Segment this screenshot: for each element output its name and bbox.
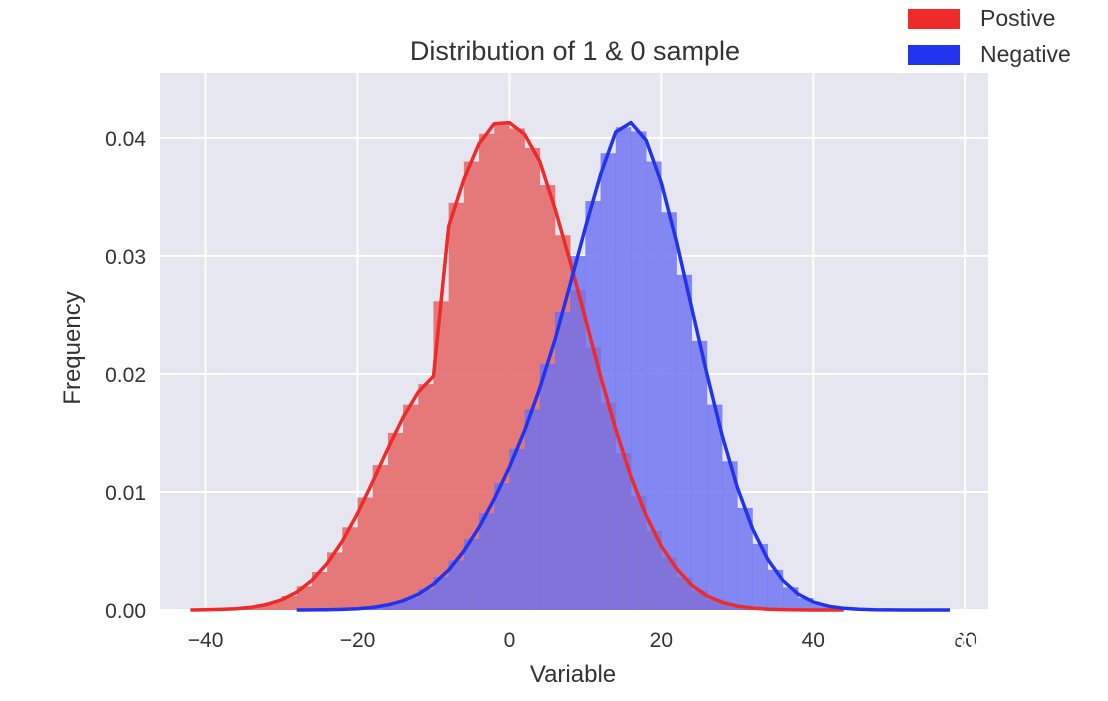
legend-label-positive: Postive <box>980 5 1055 31</box>
histogram-bar <box>677 275 692 610</box>
histogram-bar <box>525 409 540 610</box>
histogram-bar <box>707 405 722 610</box>
histogram-bar <box>449 203 464 610</box>
y-tick-labels: 0.00 0.01 0.02 0.03 0.04 <box>105 128 146 623</box>
histogram-bar <box>585 201 600 610</box>
histogram-bar <box>403 405 418 610</box>
histogram-bar <box>358 498 373 610</box>
chart-title: Distribution of 1 & 0 sample <box>410 36 740 66</box>
histogram-bar <box>692 341 707 610</box>
y-tick-label: 0.03 <box>105 246 146 269</box>
x-tick-label: −20 <box>340 629 376 652</box>
histogram-bar <box>509 449 524 610</box>
histogram-bar <box>418 384 433 610</box>
x-tick-label: 20 <box>650 629 673 652</box>
x-tick-label: −40 <box>188 629 224 652</box>
histogram-bar <box>631 131 646 610</box>
y-tick-label: 0.00 <box>105 600 146 623</box>
y-tick-label: 0.01 <box>105 482 146 505</box>
x-tick-label: 40 <box>802 629 825 652</box>
x-axis-label: Variable <box>530 661 616 688</box>
histogram-bar <box>373 465 388 610</box>
y-axis-label: Frequency <box>59 291 86 404</box>
histogram-bar <box>479 513 494 610</box>
legend: Postive Negative <box>908 5 1071 67</box>
histogram-bar <box>616 127 631 610</box>
y-tick-label: 0.04 <box>105 128 146 151</box>
histogram-bar <box>555 312 570 610</box>
histogram-bar <box>540 364 555 610</box>
x-tick-label: 0 <box>504 629 516 652</box>
legend-swatch-negative <box>908 45 960 65</box>
y-tick-label: 0.02 <box>105 364 146 387</box>
legend-swatch-positive <box>908 9 960 29</box>
histogram-bar <box>494 483 509 610</box>
watermark: 知乎 @求是汉 <box>872 621 1087 661</box>
histogram-bar <box>388 433 403 610</box>
legend-label-negative: Negative <box>980 41 1071 67</box>
